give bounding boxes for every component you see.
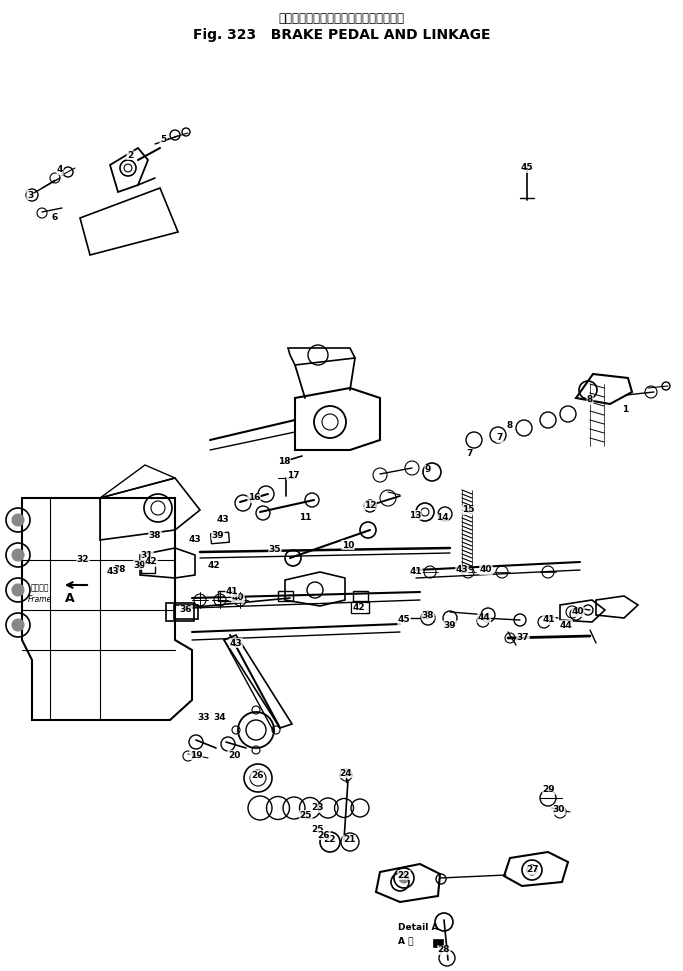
Text: 9: 9 [425,465,431,475]
Bar [141,563,155,573]
Text: 7: 7 [497,433,503,443]
Text: 6: 6 [52,214,58,222]
Text: 45: 45 [398,616,410,624]
Text: 41: 41 [543,616,555,624]
Text: 44: 44 [477,614,490,622]
Text: 19: 19 [190,751,202,759]
Circle shape [12,584,24,596]
Bar [352,591,367,601]
Text: 38: 38 [114,565,126,575]
Text: 26: 26 [251,771,263,780]
Text: 1: 1 [622,406,628,415]
Text: 43: 43 [456,565,469,575]
Text: 39: 39 [212,530,224,540]
Text: 23: 23 [311,803,323,813]
Text: 5: 5 [160,136,166,145]
Text: 3: 3 [27,190,33,199]
Text: 14: 14 [436,514,448,522]
Text: 34: 34 [214,714,226,722]
Text: フレーム: フレーム [31,583,49,592]
Text: 22: 22 [323,835,335,845]
Circle shape [12,514,24,526]
Text: Detail A: Detail A [398,923,438,932]
Text: 41: 41 [225,587,238,596]
Text: 36: 36 [180,606,192,615]
Text: 43: 43 [229,639,242,648]
Text: 33: 33 [198,714,210,722]
Text: 13: 13 [408,511,421,519]
Text: 44: 44 [559,620,572,629]
Bar [174,605,198,619]
Text: 40: 40 [232,593,245,602]
Text: 43: 43 [107,567,120,577]
Circle shape [12,619,24,631]
Text: 18: 18 [278,457,290,466]
Text: 42: 42 [145,557,157,566]
Text: A 詳: A 詳 [398,936,413,945]
Text: 15: 15 [462,506,474,515]
Text: 45: 45 [520,163,533,173]
Bar [210,532,229,544]
Text: 38: 38 [421,611,434,619]
Text: 12: 12 [364,500,376,510]
Text: 42: 42 [208,560,221,570]
Text: 8: 8 [587,395,593,405]
Text: 22: 22 [398,870,410,880]
Bar [277,591,292,601]
Text: 27: 27 [527,865,540,875]
Text: 31: 31 [141,551,153,559]
Text: Frame: Frame [28,595,52,604]
Circle shape [12,549,24,561]
Text: 43: 43 [189,535,201,545]
Text: 26: 26 [318,830,331,840]
Text: 24: 24 [339,768,352,778]
Circle shape [399,873,409,883]
Text: 29: 29 [543,786,555,794]
Text: 21: 21 [343,835,355,845]
Bar [351,602,369,614]
Bar [217,591,232,601]
Text: 35: 35 [268,546,281,554]
Bar [166,603,194,621]
Text: 2: 2 [127,151,133,159]
Text: 39: 39 [444,620,456,629]
Text: 38: 38 [149,530,161,540]
Text: 37: 37 [516,633,529,643]
Text: A: A [65,592,75,605]
Text: 28: 28 [438,946,450,954]
Text: 16: 16 [248,493,260,503]
Text: 25: 25 [311,825,324,834]
Text: 40: 40 [572,608,584,617]
Bar [433,939,443,947]
Text: 4: 4 [57,165,64,175]
Text: 8: 8 [507,420,513,429]
Text: ブレーキ　ペダル　および　リンケージ: ブレーキ ペダル および リンケージ [279,12,404,24]
Text: 17: 17 [287,471,299,480]
Text: 7: 7 [466,450,473,458]
Text: 40: 40 [479,565,492,575]
Text: 25: 25 [300,811,312,820]
Text: 42: 42 [352,604,365,613]
Text: Fig. 323   BRAKE PEDAL AND LINKAGE: Fig. 323 BRAKE PEDAL AND LINKAGE [193,28,490,42]
Text: 20: 20 [228,751,240,759]
Text: 39: 39 [134,560,146,570]
Text: 43: 43 [217,516,229,524]
Text: 10: 10 [342,541,354,550]
Text: 32: 32 [76,555,89,564]
Text: 11: 11 [298,514,311,522]
Text: 30: 30 [553,806,566,815]
Text: 41: 41 [410,567,422,577]
